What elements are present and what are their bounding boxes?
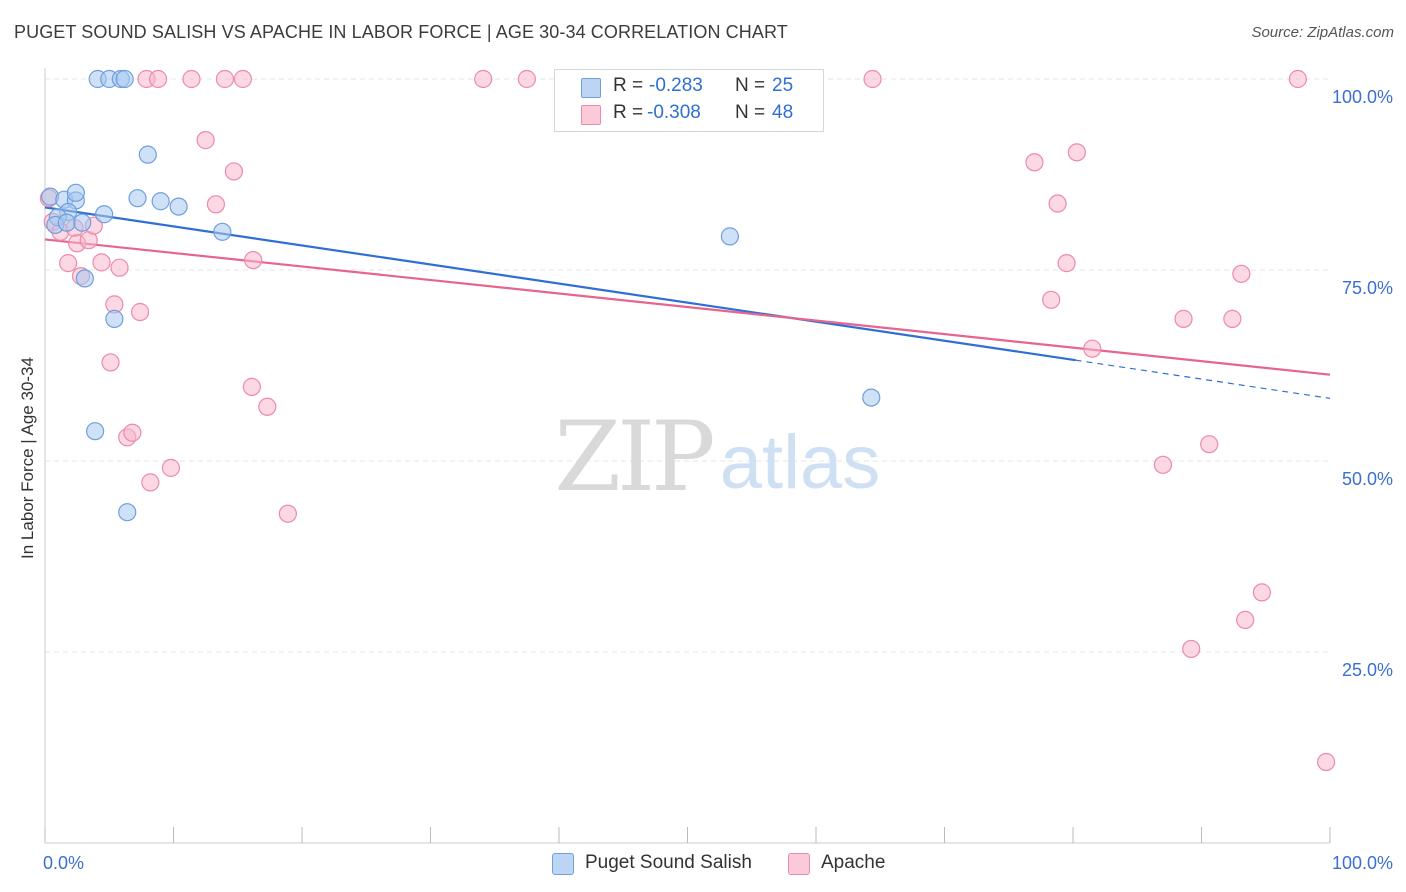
salish-point [66,183,85,202]
salish-trend-extension [1075,359,1331,399]
legend-n-label: N = [735,75,766,96]
salish-point [128,189,147,208]
apache-point [130,302,150,322]
apache-point [517,69,536,89]
salish-point [75,269,94,288]
apache-point [258,397,277,416]
legend-n-value-salish: 25 [772,75,794,96]
apache-point [863,69,882,89]
apache-point [1317,752,1336,772]
salish-point [105,309,124,328]
salish-point [73,213,92,232]
legend-swatch-apache [581,105,601,125]
apache-point [1288,69,1307,89]
apache-point [206,195,226,214]
apache-point [1182,639,1201,659]
y-axis-label: In Labor Force | Age 30-34 [18,357,37,559]
apache-point [182,69,201,89]
apache-point [59,254,78,273]
apache-point [110,258,129,277]
salish-point [86,422,105,441]
trend-lines [44,206,1331,399]
apache-point [1153,455,1173,474]
bottom-legend-swatch-salish [552,853,574,875]
salish-point [57,213,76,232]
legend-r-value-salish: -0.283 [649,75,703,96]
apache-point [1067,143,1086,162]
salish-point [95,205,114,224]
watermark-zip: ZIP [554,401,713,513]
stats-legend: R = -0.283 N = 25 R = -0.308 N = 48 [554,69,824,132]
x-tick-label: 100.0% [1332,853,1393,873]
legend-r-value-apache: -0.308 [647,102,701,123]
data-points [39,69,1336,772]
y-tick-label: 100.0% [1332,87,1393,107]
apache-trend-line [44,238,1331,376]
y-tick-label: 25.0% [1342,660,1393,680]
apache-point [161,458,181,477]
apache-point [1083,339,1102,358]
bottom-legend-label-salish: Puget Sound Salish [585,852,752,873]
salish-point [115,69,134,89]
source-label: Source: ZipAtlas.com [1251,24,1394,41]
apache-point [233,69,252,89]
apache-point [1042,290,1061,309]
legend-swatch-salish [581,78,601,98]
watermark: ZIP atlas [554,401,880,513]
apache-point [1048,194,1067,213]
salish-point [169,197,188,216]
apache-point [1200,435,1219,454]
tick-labels: 100.0% 75.0% 50.0% 25.0% 0.0% 100.0% [43,87,1393,873]
apache-point [123,423,142,442]
chart-title: PUGET SOUND SALISH VS APACHE IN LABOR FO… [14,22,788,42]
salish-point [862,388,881,407]
legend-r-label: R = [613,75,644,96]
x-tick-label: 0.0% [43,853,84,873]
salish-point [118,503,137,522]
salish-trend-line [44,206,1076,362]
legend-r-label: R = [613,102,644,123]
apache-point [1223,309,1242,328]
legend-n-label: N = [735,102,766,123]
apache-point [1025,153,1044,172]
apache-point [1057,254,1076,273]
watermark-atlas: atlas [720,420,881,505]
bottom-legend-swatch-apache [788,853,810,875]
apache-point [196,131,215,150]
salish-point [720,227,740,246]
apache-point [101,353,120,372]
legend-n-value-apache: 48 [772,102,794,123]
apache-point [1232,264,1251,283]
apache-point [141,473,160,492]
apache-point [244,250,263,270]
apache-point [215,69,234,89]
bottom-legend-label-apache: Apache [821,852,886,873]
apache-point [224,162,243,181]
apache-point [1174,309,1193,328]
salish-point [138,145,157,164]
y-tick-label: 75.0% [1342,278,1393,298]
apache-point [1252,583,1271,602]
apache-point [474,69,493,89]
y-tick-label: 50.0% [1342,469,1393,489]
salish-point [213,222,232,241]
apache-point [92,253,111,272]
apache-point [278,504,297,523]
apache-point [148,69,168,89]
apache-point [242,377,261,396]
apache-point [1236,610,1255,630]
salish-point [151,192,170,211]
